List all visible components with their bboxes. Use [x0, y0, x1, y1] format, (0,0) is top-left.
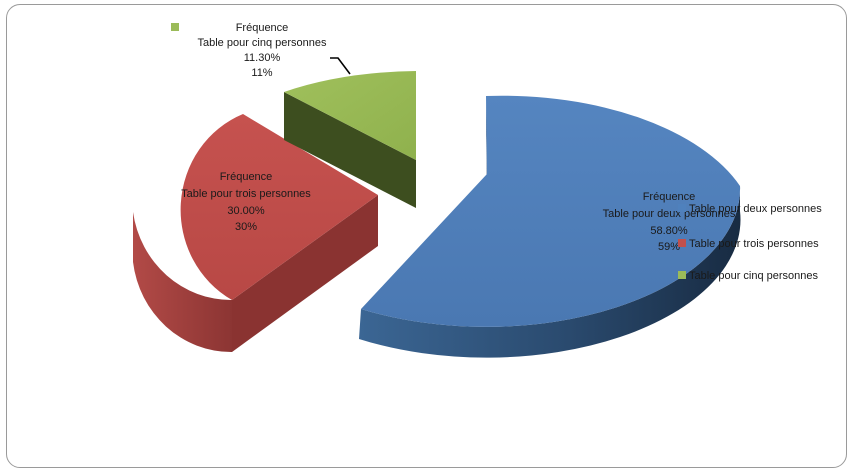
- label-cinq-marker: [171, 23, 179, 31]
- label-deux-percent: 58.80%: [650, 225, 688, 237]
- label-cinq-series: Fréquence: [236, 22, 289, 34]
- legend-label-deux: Table pour deux personnes: [689, 203, 822, 215]
- label-trois-rounded: 30%: [235, 221, 257, 233]
- slice-table-cinq-side: [284, 92, 416, 208]
- slice-table-deux-top: [361, 95, 741, 327]
- legend: Table pour deux personnes Table pour tro…: [678, 203, 822, 282]
- slice-table-trois-cut: [232, 195, 378, 352]
- label-deux-series: Fréquence: [643, 191, 696, 203]
- slice-table-cinq-top: [284, 71, 416, 160]
- slice-table-trois-top: [180, 114, 378, 300]
- slice-table-deux: [359, 95, 741, 358]
- label-trois-percent: 30.00%: [227, 205, 265, 217]
- legend-label-cinq: Table pour cinq personnes: [689, 270, 819, 282]
- legend-label-trois: Table pour trois personnes: [689, 238, 819, 250]
- leader-line-cinq: [330, 57, 351, 75]
- legend-marker-trois: [678, 239, 686, 247]
- legend-marker-deux: [678, 204, 686, 212]
- label-trois-series: Fréquence: [220, 171, 273, 183]
- slice-table-cinq: [284, 71, 416, 208]
- slice-table-trois: [133, 114, 378, 353]
- label-trois-category: Table pour trois personnes: [181, 188, 311, 200]
- label-cinq-category: Table pour cinq personnes: [197, 37, 327, 49]
- slice-table-trois-side: [133, 212, 232, 353]
- label-deux-category: Table pour deux personnes: [603, 208, 736, 220]
- label-cinq-rounded: 11%: [251, 67, 272, 79]
- legend-marker-cinq: [678, 271, 686, 279]
- slice-table-deux-side: [359, 186, 741, 358]
- label-cinq-percent: 11.30%: [244, 52, 281, 64]
- label-deux-rounded: 59%: [658, 241, 680, 253]
- slice-table-deux-cut: [486, 96, 487, 199]
